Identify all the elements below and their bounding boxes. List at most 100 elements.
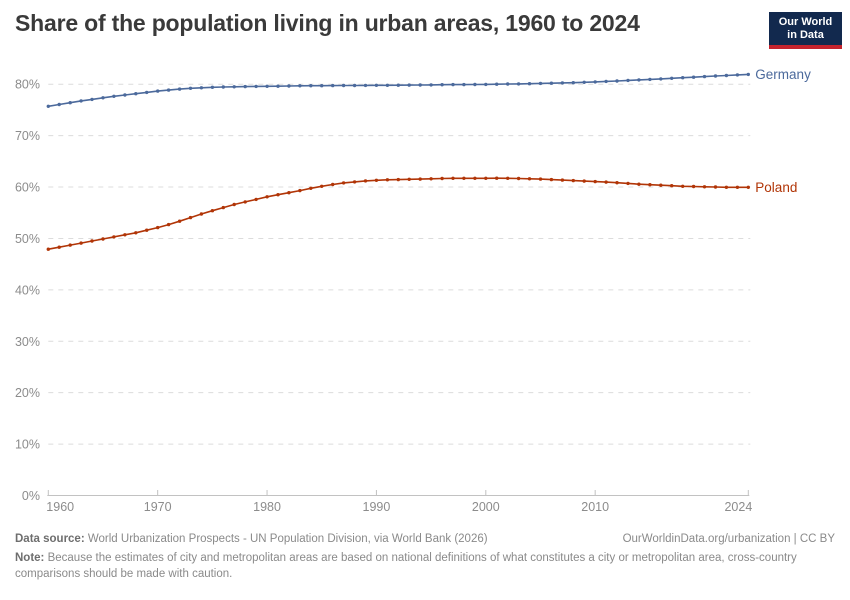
data-point-marker (462, 176, 466, 180)
data-point-marker (320, 84, 324, 88)
data-point-marker (188, 86, 193, 91)
data-point-marker (451, 82, 455, 87)
data-point-marker (418, 177, 422, 181)
data-point-marker (46, 104, 50, 109)
series-end-label-germany: Germany (755, 67, 811, 82)
data-point-marker (57, 245, 61, 249)
data-point-marker (440, 176, 444, 181)
data-point-marker (331, 182, 335, 187)
data-point-marker (495, 82, 499, 86)
data-point-marker (407, 177, 411, 181)
data-point-marker (265, 195, 269, 199)
y-axis-tick-label: 40% (15, 283, 40, 297)
data-point-marker (331, 83, 335, 88)
data-point-marker (232, 202, 236, 207)
data-point-marker (626, 181, 630, 186)
data-point-marker (309, 84, 313, 88)
data-point-marker (352, 180, 357, 184)
data-point-marker (560, 81, 565, 85)
data-point-marker (123, 233, 127, 237)
data-point-marker (735, 185, 740, 189)
y-axis-tick-label: 10% (15, 438, 40, 452)
data-point-marker (265, 84, 269, 89)
data-point-marker (560, 178, 565, 182)
y-axis-tick-label: 30% (15, 335, 40, 349)
data-point-marker (90, 97, 94, 102)
owid-logo-line1: Our World (778, 16, 833, 28)
data-point-marker (670, 184, 674, 188)
data-point-marker (385, 83, 390, 88)
data-point-marker (363, 179, 368, 183)
data-point-marker (516, 176, 521, 181)
data-point-marker (68, 101, 72, 105)
data-source-label: Data source: (15, 533, 85, 545)
data-point-marker (440, 83, 444, 87)
line-chart: 0% 10% 20% 30% 40% 50% 60% 70% 80% 1960 1970 1980 19… (15, 67, 811, 514)
data-point-marker (713, 185, 718, 189)
data-point-marker (287, 84, 291, 88)
data-point-marker (68, 243, 72, 247)
series-line-germany (47, 73, 750, 108)
data-point-marker (484, 82, 488, 87)
data-source: Data source: World Urbanization Prospect… (15, 531, 488, 547)
data-point-marker (538, 177, 543, 181)
data-point-marker (735, 73, 740, 77)
data-point-marker (681, 184, 685, 188)
data-point-marker (57, 102, 61, 107)
series-end-label-poland: Poland (755, 180, 797, 195)
data-point-marker (243, 84, 247, 89)
data-point-marker (429, 83, 433, 87)
data-point-marker (473, 82, 477, 87)
data-point-marker (123, 93, 127, 97)
y-axis-tick-label: 60% (15, 181, 40, 195)
data-point-marker (287, 191, 291, 195)
data-point-marker (363, 83, 368, 88)
data-point-marker (298, 188, 302, 193)
data-point-marker (134, 231, 138, 235)
data-point-marker (659, 77, 663, 81)
data-point-marker (506, 82, 510, 86)
data-point-marker (112, 94, 116, 99)
data-point-marker (276, 193, 280, 197)
data-point-marker (243, 200, 247, 204)
data-point-marker (626, 78, 630, 83)
chart-note: Note: Because the estimates of city and … (15, 550, 835, 582)
data-point-marker (156, 225, 160, 230)
data-point-marker (254, 84, 258, 89)
data-point-marker (582, 80, 586, 85)
data-point-marker (396, 83, 400, 87)
data-point-marker (177, 87, 182, 91)
data-point-marker (724, 73, 729, 78)
data-point-marker (341, 181, 346, 185)
data-point-marker (604, 180, 608, 184)
data-point-marker (221, 85, 225, 89)
data-point-marker (145, 90, 149, 95)
data-point-marker (538, 81, 543, 86)
data-point-marker (659, 183, 663, 187)
data-point-marker (352, 83, 357, 88)
data-point-marker (385, 178, 390, 182)
data-point-marker (702, 74, 707, 79)
data-point-marker (702, 185, 707, 189)
data-point-marker (79, 241, 83, 245)
data-point-marker (691, 184, 696, 189)
data-point-marker (90, 239, 94, 243)
chart-note-label: Note: (15, 552, 45, 564)
data-point-marker (604, 79, 608, 84)
x-axis-tick-label: 2010 (581, 500, 609, 514)
data-point-marker (210, 209, 215, 213)
data-point-marker (166, 88, 171, 92)
data-point-marker (166, 222, 171, 227)
data-point-marker (101, 96, 105, 100)
data-point-marker (527, 177, 532, 181)
data-point-marker (615, 181, 619, 185)
page-title: Share of the population living in urban … (15, 10, 640, 36)
data-point-marker (637, 78, 641, 82)
data-point-marker (516, 82, 521, 86)
data-point-marker (582, 179, 586, 183)
data-point-marker (341, 83, 346, 88)
data-point-marker (462, 82, 466, 87)
data-point-marker (112, 235, 116, 239)
data-point-marker (527, 82, 532, 86)
